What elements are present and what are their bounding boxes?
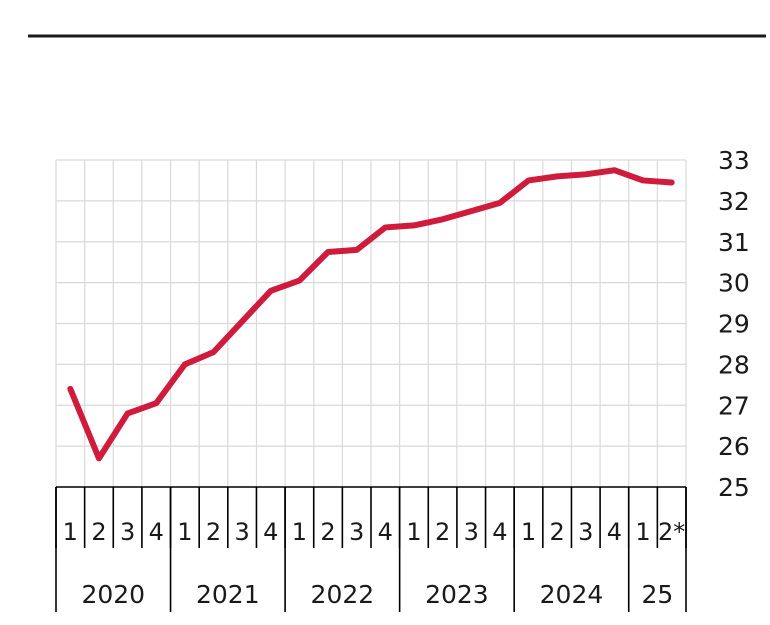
series-layer (67, 167, 675, 462)
y-tick-label: 27 (718, 391, 750, 420)
data-point (155, 402, 157, 404)
quarter-tick-label: 4 (378, 518, 393, 546)
quarter-tick-label: 1 (177, 518, 192, 546)
y-tick-label: 33 (718, 146, 750, 175)
data-point (613, 169, 615, 171)
quarter-tick-label: 2 (320, 518, 335, 546)
quarter-tick-label: 1 (521, 518, 536, 546)
y-tick-label: 29 (718, 310, 750, 339)
data-point (671, 181, 673, 183)
year-tick-label: 2024 (540, 580, 604, 609)
y-tick-label: 31 (718, 228, 750, 257)
quarter-tick-label: 3 (234, 518, 249, 546)
quarter-tick-label: 4 (607, 518, 622, 546)
data-point (213, 351, 214, 353)
data-point (270, 290, 272, 292)
quarter-tick-label: 2 (91, 518, 106, 546)
data-point (528, 179, 529, 181)
quarter-tick-label: 4 (149, 518, 164, 546)
data-point (556, 175, 558, 177)
data-point (69, 388, 71, 390)
quarter-tick-label: 3 (464, 518, 479, 546)
quarter-tick-label: 3 (349, 518, 364, 546)
data-point (127, 412, 129, 414)
y-tick-label: 26 (718, 432, 750, 461)
quarter-tick-label: 4 (263, 518, 278, 546)
data-point (470, 210, 472, 212)
x-axis: 1 2 3 4 1 2 3 4 1 2 3 4 1 2 3 4 1 2 3 4 1 2*2020 2021 2022 2023 2… (55, 486, 687, 612)
year-tick-label: 25 (641, 580, 673, 609)
data-point (98, 457, 100, 459)
y-tick-label: 32 (718, 187, 750, 216)
y-tick-label: 30 (718, 269, 750, 298)
data-point (327, 251, 329, 253)
series-line (67, 167, 675, 462)
quarter-tick-label: 4 (492, 518, 507, 546)
data-point (241, 320, 243, 322)
data-point (184, 363, 186, 365)
year-tick-label: 2022 (311, 580, 375, 609)
quarter-tick-label: 2 (549, 518, 564, 546)
y-tick-label: 28 (718, 350, 750, 379)
gridlines (55, 159, 687, 488)
quarter-tick-label: 3 (578, 518, 593, 546)
quarter-tick-label: 2* (658, 518, 685, 546)
data-point (384, 226, 386, 228)
quarter-tick-label: 1 (406, 518, 421, 546)
data-point (499, 202, 501, 204)
data-point (298, 280, 300, 282)
year-tick-label: 2021 (196, 580, 260, 609)
data-point (642, 179, 644, 181)
quarter-tick-label: 1 (635, 518, 650, 546)
year-tick-label: 2020 (81, 580, 145, 609)
quarter-tick-label: 1 (63, 518, 78, 546)
data-point (442, 218, 444, 220)
quarter-tick-label: 3 (120, 518, 135, 546)
year-tick-label: 2023 (425, 580, 489, 609)
y-axis-ticks: 25 26 27 28 29 30 31 32 33 (718, 146, 750, 502)
data-point (356, 249, 358, 251)
quarter-tick-label: 1 (292, 518, 307, 546)
data-point (413, 224, 415, 226)
quarter-tick-label: 2 (206, 518, 221, 546)
quarter-tick-label: 2 (435, 518, 450, 546)
data-point (585, 173, 587, 175)
y-tick-label: 25 (718, 473, 750, 502)
